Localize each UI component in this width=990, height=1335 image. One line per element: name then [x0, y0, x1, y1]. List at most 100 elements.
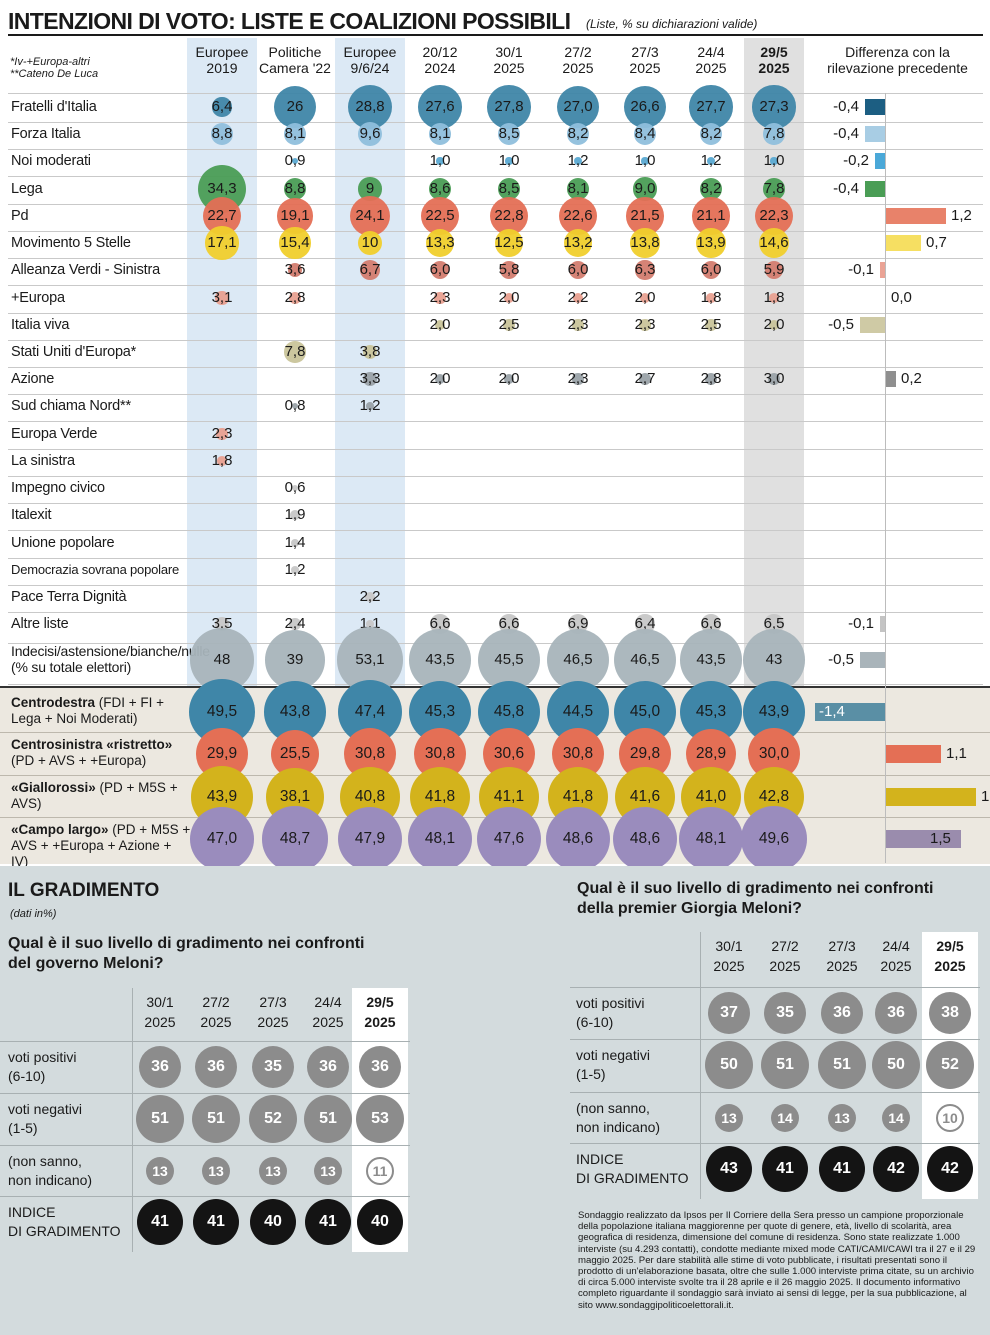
grad-circle-idx: 41 [762, 1146, 808, 1192]
grad-row-label-line2: (1-5) [8, 1120, 38, 1136]
m5s-bubble [630, 228, 660, 258]
grad-row-label-line1: voti negativi [576, 1047, 650, 1063]
m5s-value: 14,6 [759, 234, 789, 251]
row-divider [8, 530, 983, 531]
fdi-bubble [487, 85, 531, 129]
ptd-bubble [364, 591, 376, 603]
grad-row-label-line2: (6-10) [8, 1068, 46, 1084]
giallorossi-value: 41,1 [493, 788, 525, 805]
lasin-value: 1,8 [211, 452, 233, 469]
grad-circle-idx: 42 [927, 1146, 973, 1192]
fi-bubble [763, 123, 785, 145]
piu_europa-bubble [288, 291, 302, 305]
piu_europa-value: 2,0 [634, 289, 656, 306]
avs-value: 6,0 [429, 261, 451, 278]
nm-value: 1,0 [429, 152, 451, 169]
italexit-value: 1,9 [284, 506, 306, 523]
campo_largo-diff-bar [886, 830, 961, 848]
nm-bubble [574, 157, 582, 165]
lega-diff-label: -0,4 [833, 180, 859, 197]
azione-bubble [572, 373, 584, 385]
grad-circle-pos: 38 [929, 992, 971, 1034]
italia_viva-value: 2,3 [567, 316, 589, 333]
piu_europa-diff-label: 0,0 [891, 289, 912, 306]
grad-circle-pos: 35 [764, 992, 806, 1034]
row-divider [8, 421, 983, 422]
fi-value: 8,1 [429, 125, 451, 142]
giallorossi-value: 42,8 [758, 788, 790, 805]
grad-circle-pos: 36 [821, 992, 863, 1034]
row-label-lasin: La sinistra [11, 453, 75, 469]
grad-circle-pos: 37 [708, 992, 750, 1034]
centrodestra-value: 47,4 [354, 703, 386, 720]
centrodestra-value: 45,3 [424, 703, 456, 720]
premier-question-line1: Qual è il suo livello di gradimento nei … [577, 880, 934, 897]
grad-header-line1: 27/3 [259, 994, 287, 1010]
grad-row-label-line1: (non sanno, [576, 1100, 650, 1116]
grad-circle-nsi: 13 [314, 1157, 342, 1185]
column-header-2: Europee 9/6/24 [330, 44, 410, 76]
grad-column-header-3: 24/4 2025 [300, 992, 356, 1032]
indecisi-diff-label: -0,5 [828, 651, 854, 668]
grad-column-header-2: 27/3 2025 [245, 992, 301, 1032]
centrodestra-value: 45,0 [629, 703, 661, 720]
coalition-name: Centrosinistra «ristretto» [11, 737, 173, 752]
piu_europa-bubble [503, 292, 515, 304]
grad-column-header-1: 27/2 2025 [188, 992, 244, 1032]
lega-value: 8,2 [700, 180, 722, 197]
avs-bubble [287, 262, 303, 278]
column-header-line1: Europee [195, 44, 249, 60]
gradimento-section: IL GRADIMENTO (dati in%) Qual è il suo l… [0, 866, 990, 1335]
grad-column-header-3: 24/4 2025 [868, 936, 924, 976]
column-header-line1: Politiche [268, 44, 322, 60]
fi-value: 9,6 [359, 125, 381, 142]
campo_largo-bubble [407, 806, 473, 872]
piu_europa-bubble [572, 292, 584, 304]
piu_europa-bubble [769, 293, 779, 303]
grad-column-header-4: 29/5 2025 [922, 936, 978, 976]
band-europee-2019 [187, 38, 257, 686]
grad-circle-neg: 52 [926, 1041, 974, 1089]
altre-bubble [499, 614, 519, 634]
avs-diff-label: -0,1 [848, 261, 874, 278]
suef-bubble [284, 341, 306, 363]
azione-diff-label: 0,2 [901, 370, 922, 387]
lega-value: 9 [365, 180, 375, 197]
ic-bubble [292, 485, 298, 491]
ic-value: 0,6 [284, 479, 306, 496]
title-bar: INTENZIONI DI VOTO: LISTE E COALIZIONI P… [8, 6, 983, 36]
indecisi-bubble [546, 628, 610, 692]
grad-row-label-nsi: (non sanno, non indicano) [8, 1152, 92, 1190]
grad-row-label-line1: voti negativi [8, 1101, 82, 1117]
avs-value: 6,0 [567, 261, 589, 278]
row-divider [8, 367, 983, 368]
fdi-diff-label: -0,4 [833, 98, 859, 115]
row-divider [8, 340, 983, 341]
fi-bubble [566, 122, 589, 145]
grad-row-divider [570, 1092, 980, 1093]
premier-question-line2: della premier Giorgia Meloni? [577, 900, 802, 917]
italia_viva-bubble [705, 319, 717, 331]
grad-circle-nsi: 14 [771, 1104, 799, 1132]
fdi-bubble [689, 85, 733, 129]
coalition-detail: (PD + AVS + +Europa) [11, 753, 147, 768]
grad-column-header-0: 30/1 2025 [701, 936, 757, 976]
coalition-name: «Giallorossi» [11, 780, 96, 795]
lega-value: 34,3 [207, 180, 237, 197]
grad-row-label-pos: voti positivi (6-10) [576, 994, 644, 1032]
fi-value: 7,8 [763, 125, 785, 142]
lega-value: 8,5 [498, 180, 520, 197]
m5s-bubble [425, 228, 455, 258]
campo_largo-diff-label: 1,5 [930, 830, 951, 847]
nm-bubble [291, 157, 299, 165]
indecisi-bubble [409, 629, 471, 691]
row-label-italexit: Italexit [11, 507, 52, 523]
italia_viva-value: 2,5 [700, 316, 722, 333]
grad-circle-neg: 51 [304, 1095, 352, 1143]
azione-bubble [503, 373, 515, 385]
campo_largo-value: 48,6 [629, 830, 661, 847]
avs-bubble [499, 260, 519, 280]
row-label-ic: Impegno civico [11, 480, 105, 496]
centrodestra-diff-label: -1,4 [819, 703, 845, 720]
fi-diff-label: -0,4 [833, 125, 859, 142]
